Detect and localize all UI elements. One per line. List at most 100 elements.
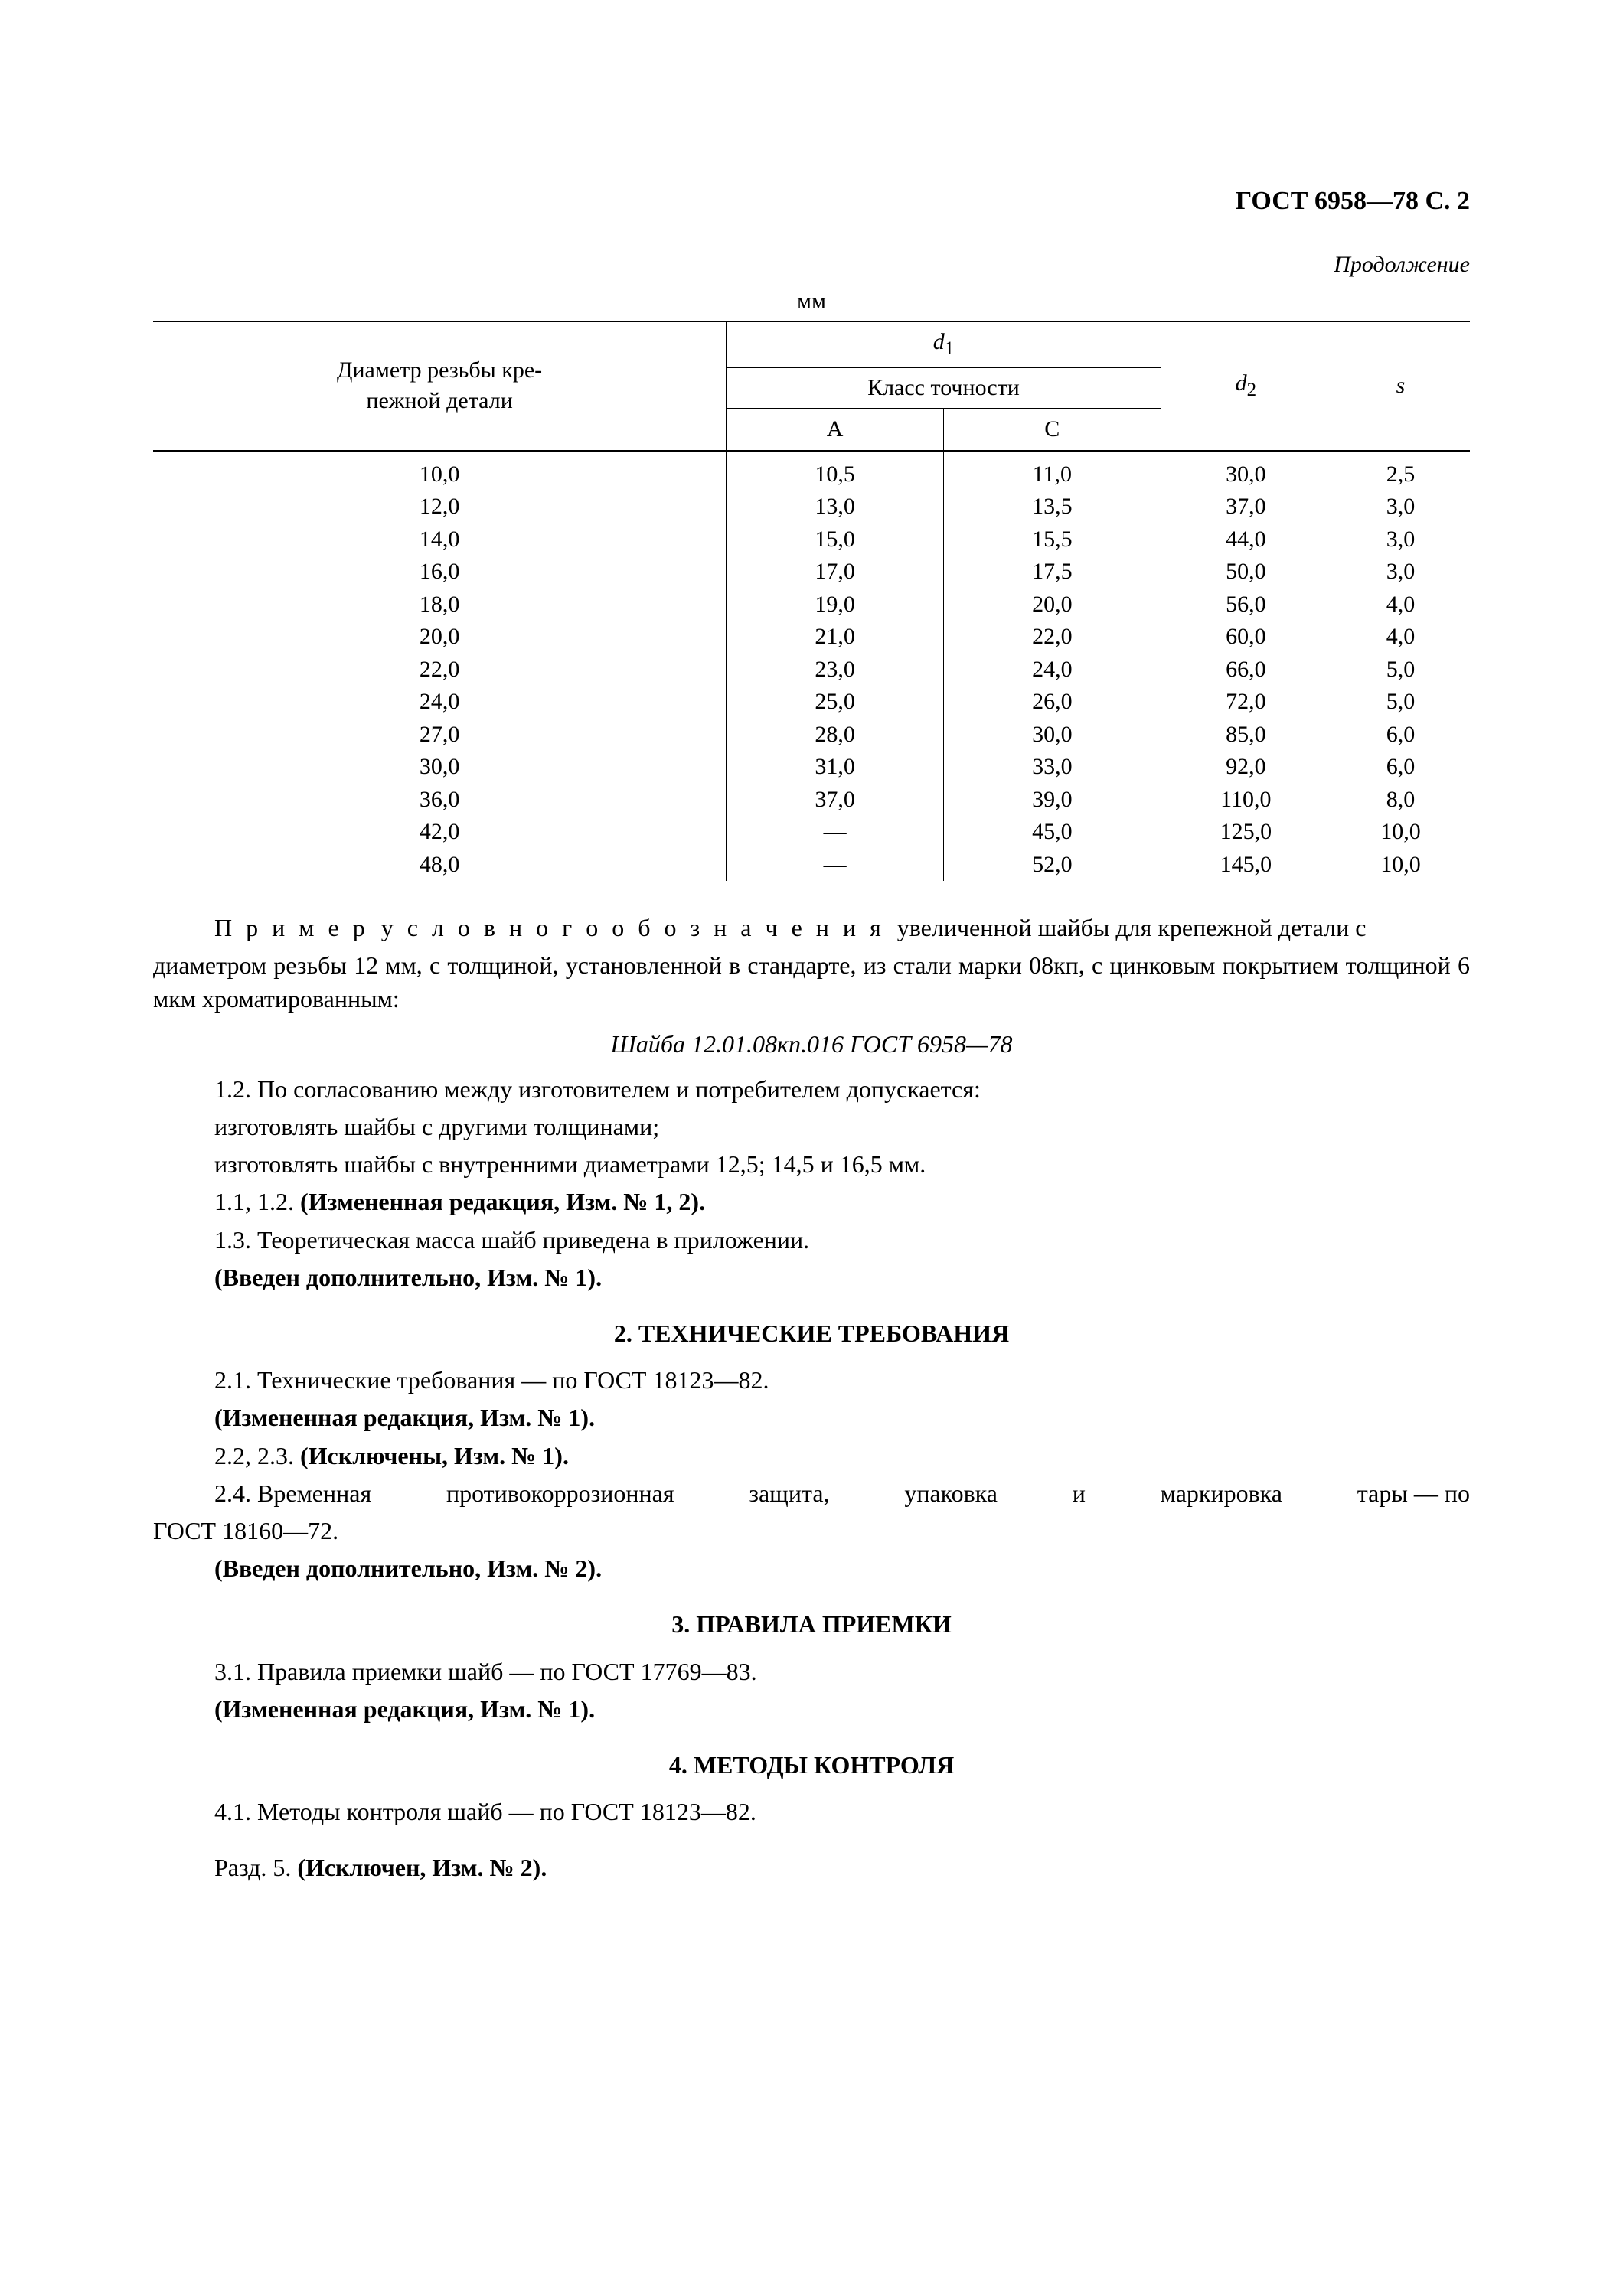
table-row: 12,013,013,537,03,0 [153,491,1470,523]
table-cell: 20,0 [943,589,1161,621]
th-class: Класс точности [727,367,1161,409]
p1-3-bold: (Введен дополнительно, Изм. № 1). [153,1261,1470,1294]
p2-1: 2.1. Технические требования — по ГОСТ 18… [153,1364,1470,1397]
p2-4-w2: защита, [749,1477,829,1510]
p3-1-bold: (Измененная редакция, Изм. № 1). [153,1693,1470,1726]
table-cell: 11,0 [943,451,1161,491]
table-cell: 26,0 [943,686,1161,719]
table-cell: 3,0 [1331,523,1470,556]
th-d2-sym: d [1236,370,1247,396]
table-cell: 15,5 [943,523,1161,556]
p1-1-1-2: 1.1, 1.2. (Измененная редакция, Изм. № 1… [153,1186,1470,1218]
table-cell: 30,0 [943,719,1161,752]
table-cell: 17,0 [727,556,944,589]
table-row: 42,0—45,0125,010,0 [153,816,1470,849]
table-cell: 110,0 [1161,784,1331,817]
table-cell: 42,0 [153,816,727,849]
p1-3: 1.3. Теоретическая масса шайб приведена … [153,1224,1470,1257]
example-rest1: увеличенной шайбы для крепежной детали с [897,914,1367,941]
table-cell: 10,0 [153,451,727,491]
table-cell: — [727,816,944,849]
table-cell: 56,0 [1161,589,1331,621]
table-cell: 17,5 [943,556,1161,589]
example-line2: диаметром резьбы 12 мм, с толщиной, уста… [153,949,1470,1015]
p3-1: 3.1. Правила приемки шайб — по ГОСТ 1776… [153,1655,1470,1688]
table-cell: 30,0 [153,751,727,784]
th-diameter-l2: пежной детали [366,388,512,413]
dimensions-table: Диаметр резьбы кре- пежной детали d1 d2 … [153,321,1470,881]
table-cell: 44,0 [1161,523,1331,556]
table-cell: 6,0 [1331,751,1470,784]
table-row: 16,017,017,550,03,0 [153,556,1470,589]
table-cell: 13,5 [943,491,1161,523]
table-cell: 85,0 [1161,719,1331,752]
th-s: s [1331,321,1470,451]
table-cell: 24,0 [153,686,727,719]
table-cell: 33,0 [943,751,1161,784]
table-row: 20,021,022,060,04,0 [153,621,1470,654]
table-cell: 45,0 [943,816,1161,849]
th-d1: d1 [727,321,1161,367]
table-body: 10,010,511,030,02,512,013,013,5 37,0 3,0 14… [153,451,1470,882]
p2-4-w1: противокоррозионная [446,1477,674,1510]
table-cell: 36,0 [153,784,727,817]
table-cell: 60,0 [1161,621,1331,654]
table-cell: 2,5 [1331,451,1470,491]
table-cell: 27,0 [153,719,727,752]
table-row: 18,019,020,056,04,0 [153,589,1470,621]
table-row: 10,010,511,030,02,5 [153,451,1470,491]
section4-title: 4. МЕТОДЫ КОНТРОЛЯ [153,1749,1470,1782]
th-C: С [943,409,1161,451]
table-cell: 15,0 [727,523,944,556]
th-d2: d2 [1161,321,1331,451]
th-A: А [727,409,944,451]
table-cell: 14,0 [153,523,727,556]
table-cell: 39,0 [943,784,1161,817]
table-cell: 18,0 [153,589,727,621]
p2-4-w5: маркировка [1161,1477,1282,1510]
table-cell: 22,0 [153,654,727,687]
p5: Разд. 5. (Исключен, Изм. № 2). [153,1851,1470,1884]
p5-prefix: Разд. 5. [214,1854,297,1881]
p2-4-bold: (Введен дополнительно, Изм. № 2). [153,1552,1470,1585]
table-cell: 3,0 [1331,556,1470,589]
table-cell: 125,0 [1161,816,1331,849]
th-s-sym: s [1396,373,1406,398]
table-cell: 48,0 [153,849,727,882]
p2-2-3-bold: (Исключены, Изм. № 1). [300,1442,569,1469]
table-cell: 4,0 [1331,589,1470,621]
example-para: П р и м е р у с л о в н о г о о б о з н … [153,912,1470,944]
table-cell: 5,0 [1331,686,1470,719]
p1-2-l2: изготовлять шайбы с другими толщинами; [153,1110,1470,1143]
th-d1-sym: d [933,329,945,354]
th-d2-sub: 2 [1247,380,1257,400]
p1-2-l3: изготовлять шайбы с внутренними диаметра… [153,1148,1470,1181]
continuation-label: Продолжение [153,249,1470,281]
table-cell: 20,0 [153,621,727,654]
p4-1: 4.1. Методы контроля шайб — по ГОСТ 1812… [153,1795,1470,1828]
table-cell: 37,0 [727,784,944,817]
table-cell: 10,0 [1331,816,1470,849]
table-cell: 24,0 [943,654,1161,687]
table-cell: 3,0 [1331,491,1470,523]
table-cell: 28,0 [727,719,944,752]
table-cell: 16,0 [153,556,727,589]
table-cell: 31,0 [727,751,944,784]
table-cell: 21,0 [727,621,944,654]
table-cell: 4,0 [1331,621,1470,654]
table-row: 22,023,024,066,05,0 [153,654,1470,687]
table-cell: 19,0 [727,589,944,621]
p2-4-line1: 2.4. Временная противокоррозионная защит… [153,1477,1470,1510]
example-word: П р и м е р [214,914,369,941]
table-cell: 72,0 [1161,686,1331,719]
table-cell: — [727,849,944,882]
th-diameter: Диаметр резьбы кре- пежной детали [153,321,727,451]
table-row: 30,031,033,092,06,0 [153,751,1470,784]
table-cell: 10,0 [1331,849,1470,882]
table-cell: 12,0 [153,491,727,523]
table-cell: 13,0 [727,491,944,523]
table-cell: 6,0 [1331,719,1470,752]
p2-4-w6: тары — по [1357,1477,1470,1510]
table-cell: 66,0 [1161,654,1331,687]
table-cell: 145,0 [1161,849,1331,882]
